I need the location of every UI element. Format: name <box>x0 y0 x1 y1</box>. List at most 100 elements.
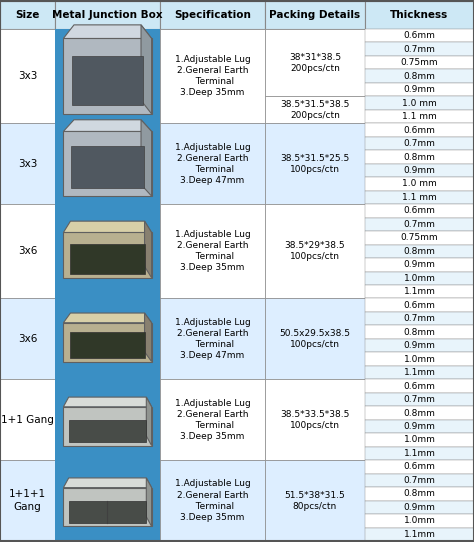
Bar <box>55 124 160 204</box>
Bar <box>160 379 265 460</box>
Bar <box>55 379 160 460</box>
Bar <box>265 96 365 124</box>
Text: 3x6: 3x6 <box>18 246 37 256</box>
Bar <box>365 447 474 460</box>
Polygon shape <box>64 38 152 114</box>
Text: 1.0mm: 1.0mm <box>403 517 436 525</box>
Bar <box>365 393 474 406</box>
Bar <box>365 56 474 69</box>
Bar <box>365 83 474 96</box>
Bar <box>365 501 474 514</box>
Text: 0.6mm: 0.6mm <box>403 382 436 391</box>
Text: 3x3: 3x3 <box>18 159 37 169</box>
Text: 1.1mm: 1.1mm <box>403 287 436 296</box>
Polygon shape <box>64 233 152 278</box>
Text: 3x6: 3x6 <box>18 334 37 344</box>
Polygon shape <box>146 478 152 526</box>
Bar <box>265 29 365 96</box>
Text: 0.7mm: 0.7mm <box>403 45 436 54</box>
Text: Thickness: Thickness <box>391 10 448 20</box>
Text: 3x3: 3x3 <box>18 71 37 81</box>
Bar <box>365 177 474 191</box>
Bar <box>365 258 474 272</box>
Bar <box>55 299 160 379</box>
Text: 1.Adjustable Lug
2.General Earth
  Terminal
3.Deep 35mm: 1.Adjustable Lug 2.General Earth Termina… <box>174 398 250 441</box>
Text: 0.8mm: 0.8mm <box>403 247 436 256</box>
Text: 0.6mm: 0.6mm <box>403 462 436 472</box>
Text: 1.0 mm: 1.0 mm <box>402 99 437 108</box>
Text: 1.1mm: 1.1mm <box>403 449 436 458</box>
Bar <box>0 379 55 460</box>
Bar <box>365 420 474 433</box>
Polygon shape <box>64 478 152 488</box>
Bar <box>365 150 474 164</box>
Polygon shape <box>145 313 152 362</box>
Bar <box>365 69 474 83</box>
Bar <box>71 146 144 188</box>
Text: 1.1mm: 1.1mm <box>403 368 436 377</box>
Polygon shape <box>64 488 152 526</box>
Bar <box>55 460 160 541</box>
Bar <box>265 124 365 204</box>
Bar <box>160 29 265 124</box>
Polygon shape <box>64 131 152 196</box>
Bar <box>0 29 55 124</box>
Text: 0.75mm: 0.75mm <box>401 234 438 242</box>
Bar <box>55 379 160 460</box>
Polygon shape <box>64 407 152 446</box>
Text: 1+1 Gang: 1+1 Gang <box>1 415 54 425</box>
Text: 51.5*38*31.5
80pcs/ctn: 51.5*38*31.5 80pcs/ctn <box>284 491 346 511</box>
Text: 0.7mm: 0.7mm <box>403 476 436 485</box>
Text: 0.9mm: 0.9mm <box>403 422 436 431</box>
Bar <box>365 29 474 42</box>
Polygon shape <box>64 397 152 407</box>
Text: Metal Junction Box: Metal Junction Box <box>52 10 163 20</box>
Bar <box>55 299 160 379</box>
Polygon shape <box>145 221 152 278</box>
Bar <box>265 1 365 29</box>
Bar <box>265 379 365 460</box>
Text: 1.Adjustable Lug
2.General Earth
  Terminal
3.Deep 47mm: 1.Adjustable Lug 2.General Earth Termina… <box>174 318 250 360</box>
Text: 1.0mm: 1.0mm <box>403 274 436 283</box>
Bar <box>365 272 474 285</box>
Bar <box>55 29 160 124</box>
Text: 0.9mm: 0.9mm <box>403 260 436 269</box>
Bar <box>365 204 474 218</box>
Text: 1.0 mm: 1.0 mm <box>402 179 437 189</box>
Bar <box>365 164 474 177</box>
Text: 0.8mm: 0.8mm <box>403 328 436 337</box>
Bar <box>365 42 474 56</box>
Polygon shape <box>141 25 152 114</box>
Bar <box>365 366 474 379</box>
Polygon shape <box>64 25 152 38</box>
Bar <box>365 312 474 325</box>
Text: 0.8mm: 0.8mm <box>403 72 436 81</box>
Text: 1.Adjustable Lug
2.General Earth
  Terminal
3.Deep 35mm: 1.Adjustable Lug 2.General Earth Termina… <box>174 480 250 522</box>
Text: 38*31*38.5
200pcs/ctn: 38*31*38.5 200pcs/ctn <box>289 53 341 73</box>
Bar <box>365 244 474 258</box>
Bar <box>55 1 160 29</box>
Bar <box>0 1 55 29</box>
Bar <box>365 1 474 29</box>
Text: 50.5x29.5x38.5
100pcs/ctn: 50.5x29.5x38.5 100pcs/ctn <box>280 329 350 349</box>
Text: 0.6mm: 0.6mm <box>403 301 436 309</box>
Bar <box>73 56 143 105</box>
Text: 0.7mm: 0.7mm <box>403 395 436 404</box>
Text: 0.9mm: 0.9mm <box>403 341 436 350</box>
Bar <box>0 204 55 299</box>
Text: 0.9mm: 0.9mm <box>403 166 436 175</box>
Polygon shape <box>141 120 152 196</box>
Text: 1.1mm: 1.1mm <box>403 530 436 539</box>
Text: 1+1+1
Gang: 1+1+1 Gang <box>9 489 46 512</box>
Bar <box>365 433 474 447</box>
Polygon shape <box>64 120 152 131</box>
Bar <box>365 379 474 393</box>
Bar <box>0 299 55 379</box>
Text: 38.5*31.5*38.5
200pcs/ctn: 38.5*31.5*38.5 200pcs/ctn <box>280 100 350 120</box>
Bar <box>365 514 474 527</box>
Text: 38.5*33.5*38.5
100pcs/ctn: 38.5*33.5*38.5 100pcs/ctn <box>280 410 350 430</box>
Bar <box>365 137 474 150</box>
Text: 0.8mm: 0.8mm <box>403 409 436 417</box>
Text: 1.1 mm: 1.1 mm <box>402 112 437 121</box>
Bar <box>365 231 474 244</box>
